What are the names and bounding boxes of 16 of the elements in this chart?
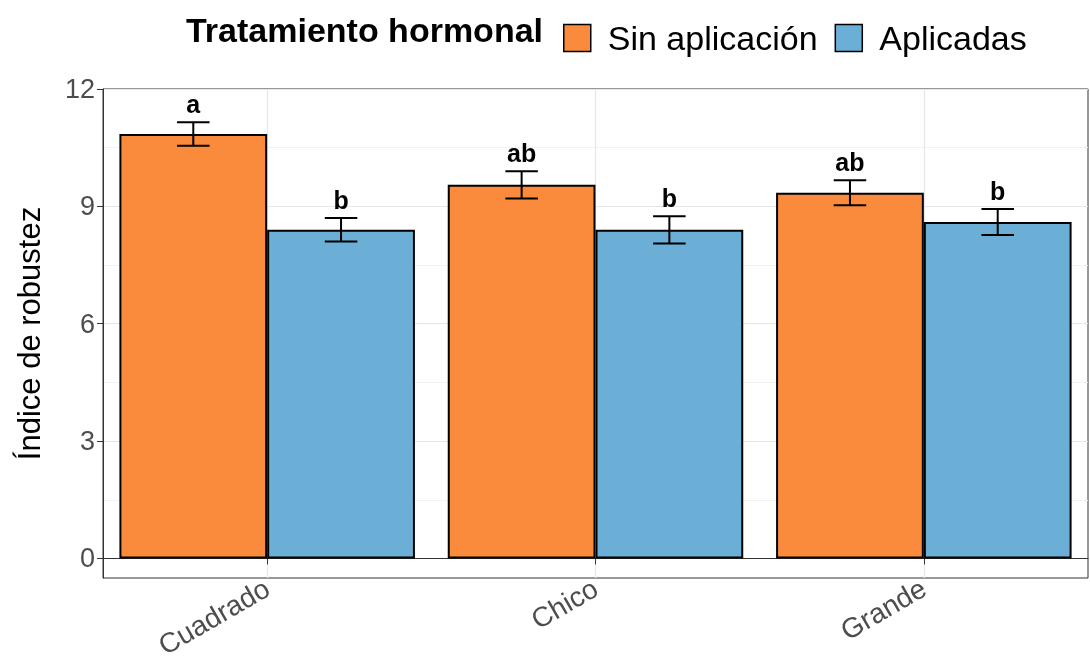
y-tick-label: 0: [79, 543, 95, 574]
data-label: b: [661, 183, 678, 212]
x-tick-label: Chico: [525, 572, 604, 636]
legend-title: Tratamiento hormonal: [185, 11, 544, 49]
legend-label: Sin aplicación: [607, 19, 818, 57]
data-label: ab: [835, 147, 865, 176]
y-tick-label: 6: [79, 308, 95, 339]
legend-label: Aplicadas: [879, 19, 1027, 57]
y-tick-label: 12: [64, 74, 95, 104]
data-label: a: [186, 89, 202, 118]
y-tick-label: 3: [79, 426, 95, 457]
data-label: b: [333, 185, 349, 214]
data-label: ab: [507, 138, 537, 167]
y-axis-title: Índice de robustez: [12, 206, 47, 461]
data-label: b: [990, 176, 1006, 205]
y-tick-label: 9: [79, 191, 95, 222]
